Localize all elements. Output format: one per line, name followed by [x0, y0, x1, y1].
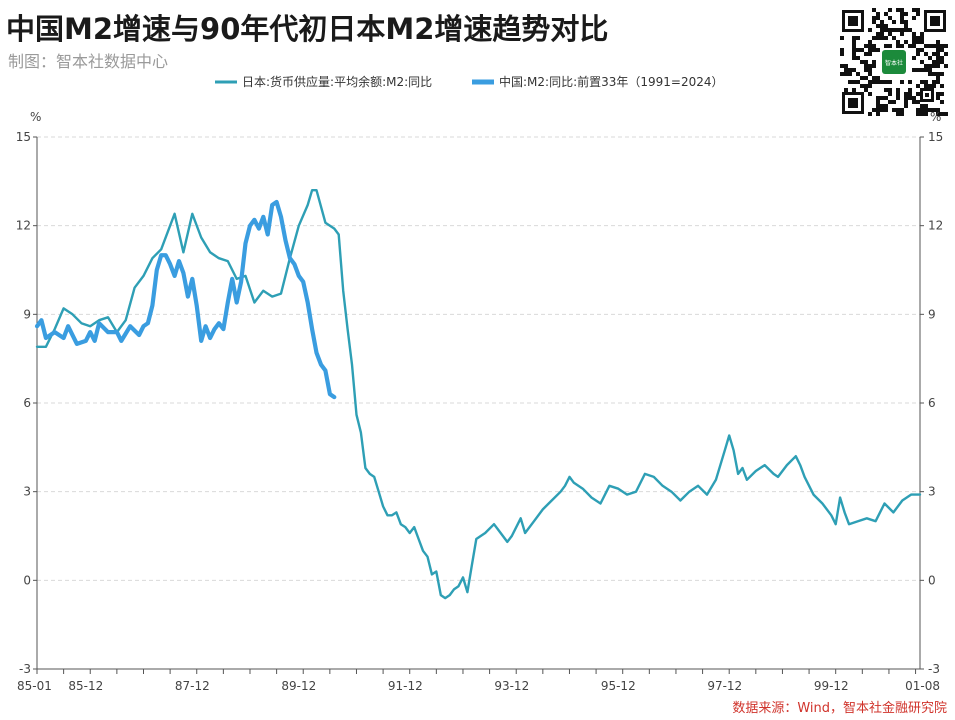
- series-lines: [34, 189, 922, 600]
- y-axis-unit-left: %: [30, 110, 41, 124]
- x-tick-label: 85-12: [68, 679, 103, 693]
- x-tick-label: 99-12: [814, 679, 849, 693]
- chart-title: 中国M2增速与90年代初日本M2增速趋势对比: [6, 12, 609, 46]
- y-tick-label-right: 3: [928, 485, 936, 499]
- y-tick-label-left: 6: [23, 396, 31, 410]
- series-line-japan: [35, 189, 922, 600]
- x-tick-label: 95-12: [601, 679, 636, 693]
- x-tick-label: 93-12: [494, 679, 529, 693]
- x-tick-label: 89-12: [281, 679, 316, 693]
- y-tick-label-right: 6: [928, 396, 936, 410]
- qr-code-icon: 智本社: [838, 6, 950, 118]
- y-tick-label-right: 12: [928, 219, 943, 233]
- gridlines: [37, 136, 920, 670]
- y-tick-label-left: 12: [16, 219, 31, 233]
- y-tick-label-left: 9: [23, 307, 31, 321]
- data-source-note: 数据来源：Wind，智本社金融研究院: [732, 701, 947, 716]
- y-axis-unit-right: %: [930, 110, 941, 124]
- series-line-china: [34, 199, 337, 400]
- legend-label-china: 中国:M2:同比:前置33年（1991=2024）: [499, 74, 724, 89]
- y-tick-label-left: 15: [16, 130, 31, 144]
- y-tick-label-left: -3: [19, 662, 31, 676]
- y-tick-label-left: 0: [23, 573, 31, 587]
- y-tick-label-right: -3: [928, 662, 940, 676]
- y-tick-label-right: 15: [928, 130, 943, 144]
- legend: 日本:货币供应量:平均余额:M2:同比 中国:M2:同比:前置33年（1991=…: [215, 74, 724, 89]
- x-tick-label: 97-12: [707, 679, 742, 693]
- y-tick-label-left: 3: [23, 485, 31, 499]
- chart-subtitle: 制图：智本社数据中心: [8, 52, 169, 71]
- qr-badge-label: 智本社: [885, 59, 903, 67]
- x-tick-label: 85-01: [17, 679, 52, 693]
- x-tick-label: 91-12: [388, 679, 423, 693]
- y-tick-label-right: 0: [928, 573, 936, 587]
- y-tick-label-right: 9: [928, 307, 936, 321]
- axes: -3 -3 0 0 3 3 6 6 9 9 12 12 15 15 85-01 85-12 87-12 89-12…: [16, 130, 944, 693]
- legend-label-japan: 日本:货币供应量:平均余额:M2:同比: [242, 74, 432, 89]
- x-tick-label: 87-12: [175, 679, 210, 693]
- x-tick-label: 01-08: [905, 679, 940, 693]
